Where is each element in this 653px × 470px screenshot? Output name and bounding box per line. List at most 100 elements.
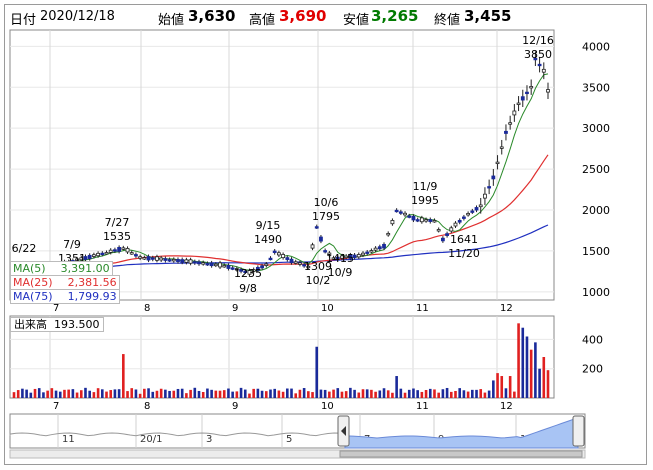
candle-body (121, 247, 126, 250)
volume-bar (428, 388, 432, 398)
volume-bar (21, 388, 24, 398)
volume-bar (475, 389, 478, 398)
volume-bar (206, 388, 209, 398)
candle-body (205, 263, 210, 266)
ma25-legend: MA(25) 2,381.56 (10, 275, 120, 290)
annotation-label: 10/6 (314, 196, 339, 209)
candle-body (180, 259, 185, 263)
volume-bar (479, 389, 483, 398)
volume-bar (180, 388, 184, 398)
volume-bar (517, 323, 520, 398)
volume-bar (189, 389, 192, 398)
month-tick-label: 12 (500, 401, 513, 412)
close-value: 3,455 (464, 7, 512, 25)
date-label: 日付 (10, 13, 37, 28)
candle-body (373, 247, 378, 251)
volume-bar (357, 392, 361, 398)
candle-body (470, 210, 475, 213)
ma25-label: MA(25) (13, 276, 53, 289)
candle-body (239, 269, 243, 272)
volume-bar (130, 388, 134, 398)
volume-bar (365, 389, 369, 398)
volume-bar (508, 376, 512, 398)
candle-body (146, 256, 151, 261)
candle-body (386, 233, 391, 236)
candle-body (129, 252, 134, 255)
candle-body (415, 219, 420, 222)
volume-bar (63, 389, 66, 398)
candle-body (171, 258, 176, 262)
annotation-label: 9/15 (256, 219, 281, 232)
volume-bar (227, 388, 230, 398)
candle-body (281, 254, 286, 259)
volume-bar (529, 349, 533, 398)
annotation-label: 10/9 (328, 266, 353, 279)
candle-body (483, 193, 487, 199)
candle-body (87, 254, 92, 259)
candle-body (419, 217, 424, 223)
date-value: 2020/12/18 (40, 9, 115, 24)
volume-bar (105, 391, 108, 398)
volume-bar (441, 389, 445, 398)
annotation-label: 1995 (411, 194, 439, 207)
navigator-right-handle[interactable] (572, 415, 585, 447)
navigator-scrollbar[interactable] (9, 449, 586, 459)
volume-bar (328, 391, 331, 398)
candle-body (155, 256, 159, 261)
candle-body (331, 257, 336, 260)
volume-bar (332, 389, 335, 398)
volume-bar (454, 390, 457, 398)
volume-bar (67, 389, 70, 398)
candle-body (100, 252, 105, 256)
high-label: 高値 (249, 13, 276, 28)
volume-bar (126, 391, 129, 398)
candle-body (512, 110, 517, 116)
volume-bar (399, 388, 403, 398)
candle-body (260, 265, 264, 269)
candle-body (134, 254, 138, 257)
volume-bar (336, 388, 340, 398)
candle-body (293, 261, 298, 264)
volume-bar (416, 390, 419, 398)
volume-bar (256, 388, 260, 398)
candle-body (251, 269, 256, 272)
volume-bar (164, 389, 167, 398)
volume-legend: 出来高 193.500 (10, 317, 104, 332)
candle-body (298, 262, 302, 265)
navigator-tick-label: 11 (62, 434, 75, 445)
ma25-line (47, 154, 549, 272)
annotation-label: 1490 (254, 233, 282, 246)
volume-bar (88, 390, 91, 398)
price-tick-label: 2000 (582, 204, 610, 217)
ma75-value: 1,799.93 (67, 290, 117, 303)
volume-bar (37, 388, 41, 398)
navigator-scrollbar-thumb[interactable] (339, 450, 583, 458)
volume-bar (521, 327, 525, 398)
navigator-tick-label: 20/1 (140, 434, 162, 445)
candle-body (319, 236, 323, 242)
ma25-value: 2,381.56 (67, 276, 117, 289)
price-tick-label: 2500 (582, 163, 610, 176)
annotation-label: 11/20 (448, 247, 480, 260)
annotation-label: 1535 (103, 230, 131, 243)
candle-body (411, 215, 416, 221)
annotation-label: 12/16 (522, 34, 554, 47)
volume-bar (340, 391, 344, 398)
volume-bar (277, 390, 281, 398)
volume-bar (374, 391, 377, 398)
candle-body (340, 255, 344, 259)
volume-bar (500, 376, 504, 398)
candle-body (209, 262, 214, 267)
month-tick-label: 7 (53, 401, 59, 412)
price-info-bar: 日付 2020/12/18 始値 3,630 高値 3,690 安値 3,265… (10, 7, 570, 28)
candle-body (432, 220, 437, 223)
volume-bar (433, 389, 436, 398)
volume-bar (151, 391, 155, 398)
candle-body (449, 227, 454, 232)
candle-body (361, 252, 365, 256)
annotation-label: 1309 (304, 260, 332, 273)
volume-value: 193.500 (54, 318, 100, 331)
volume-bar (239, 387, 243, 398)
volume-bar (391, 392, 394, 398)
ma5-value: 3,391.00 (60, 262, 110, 275)
